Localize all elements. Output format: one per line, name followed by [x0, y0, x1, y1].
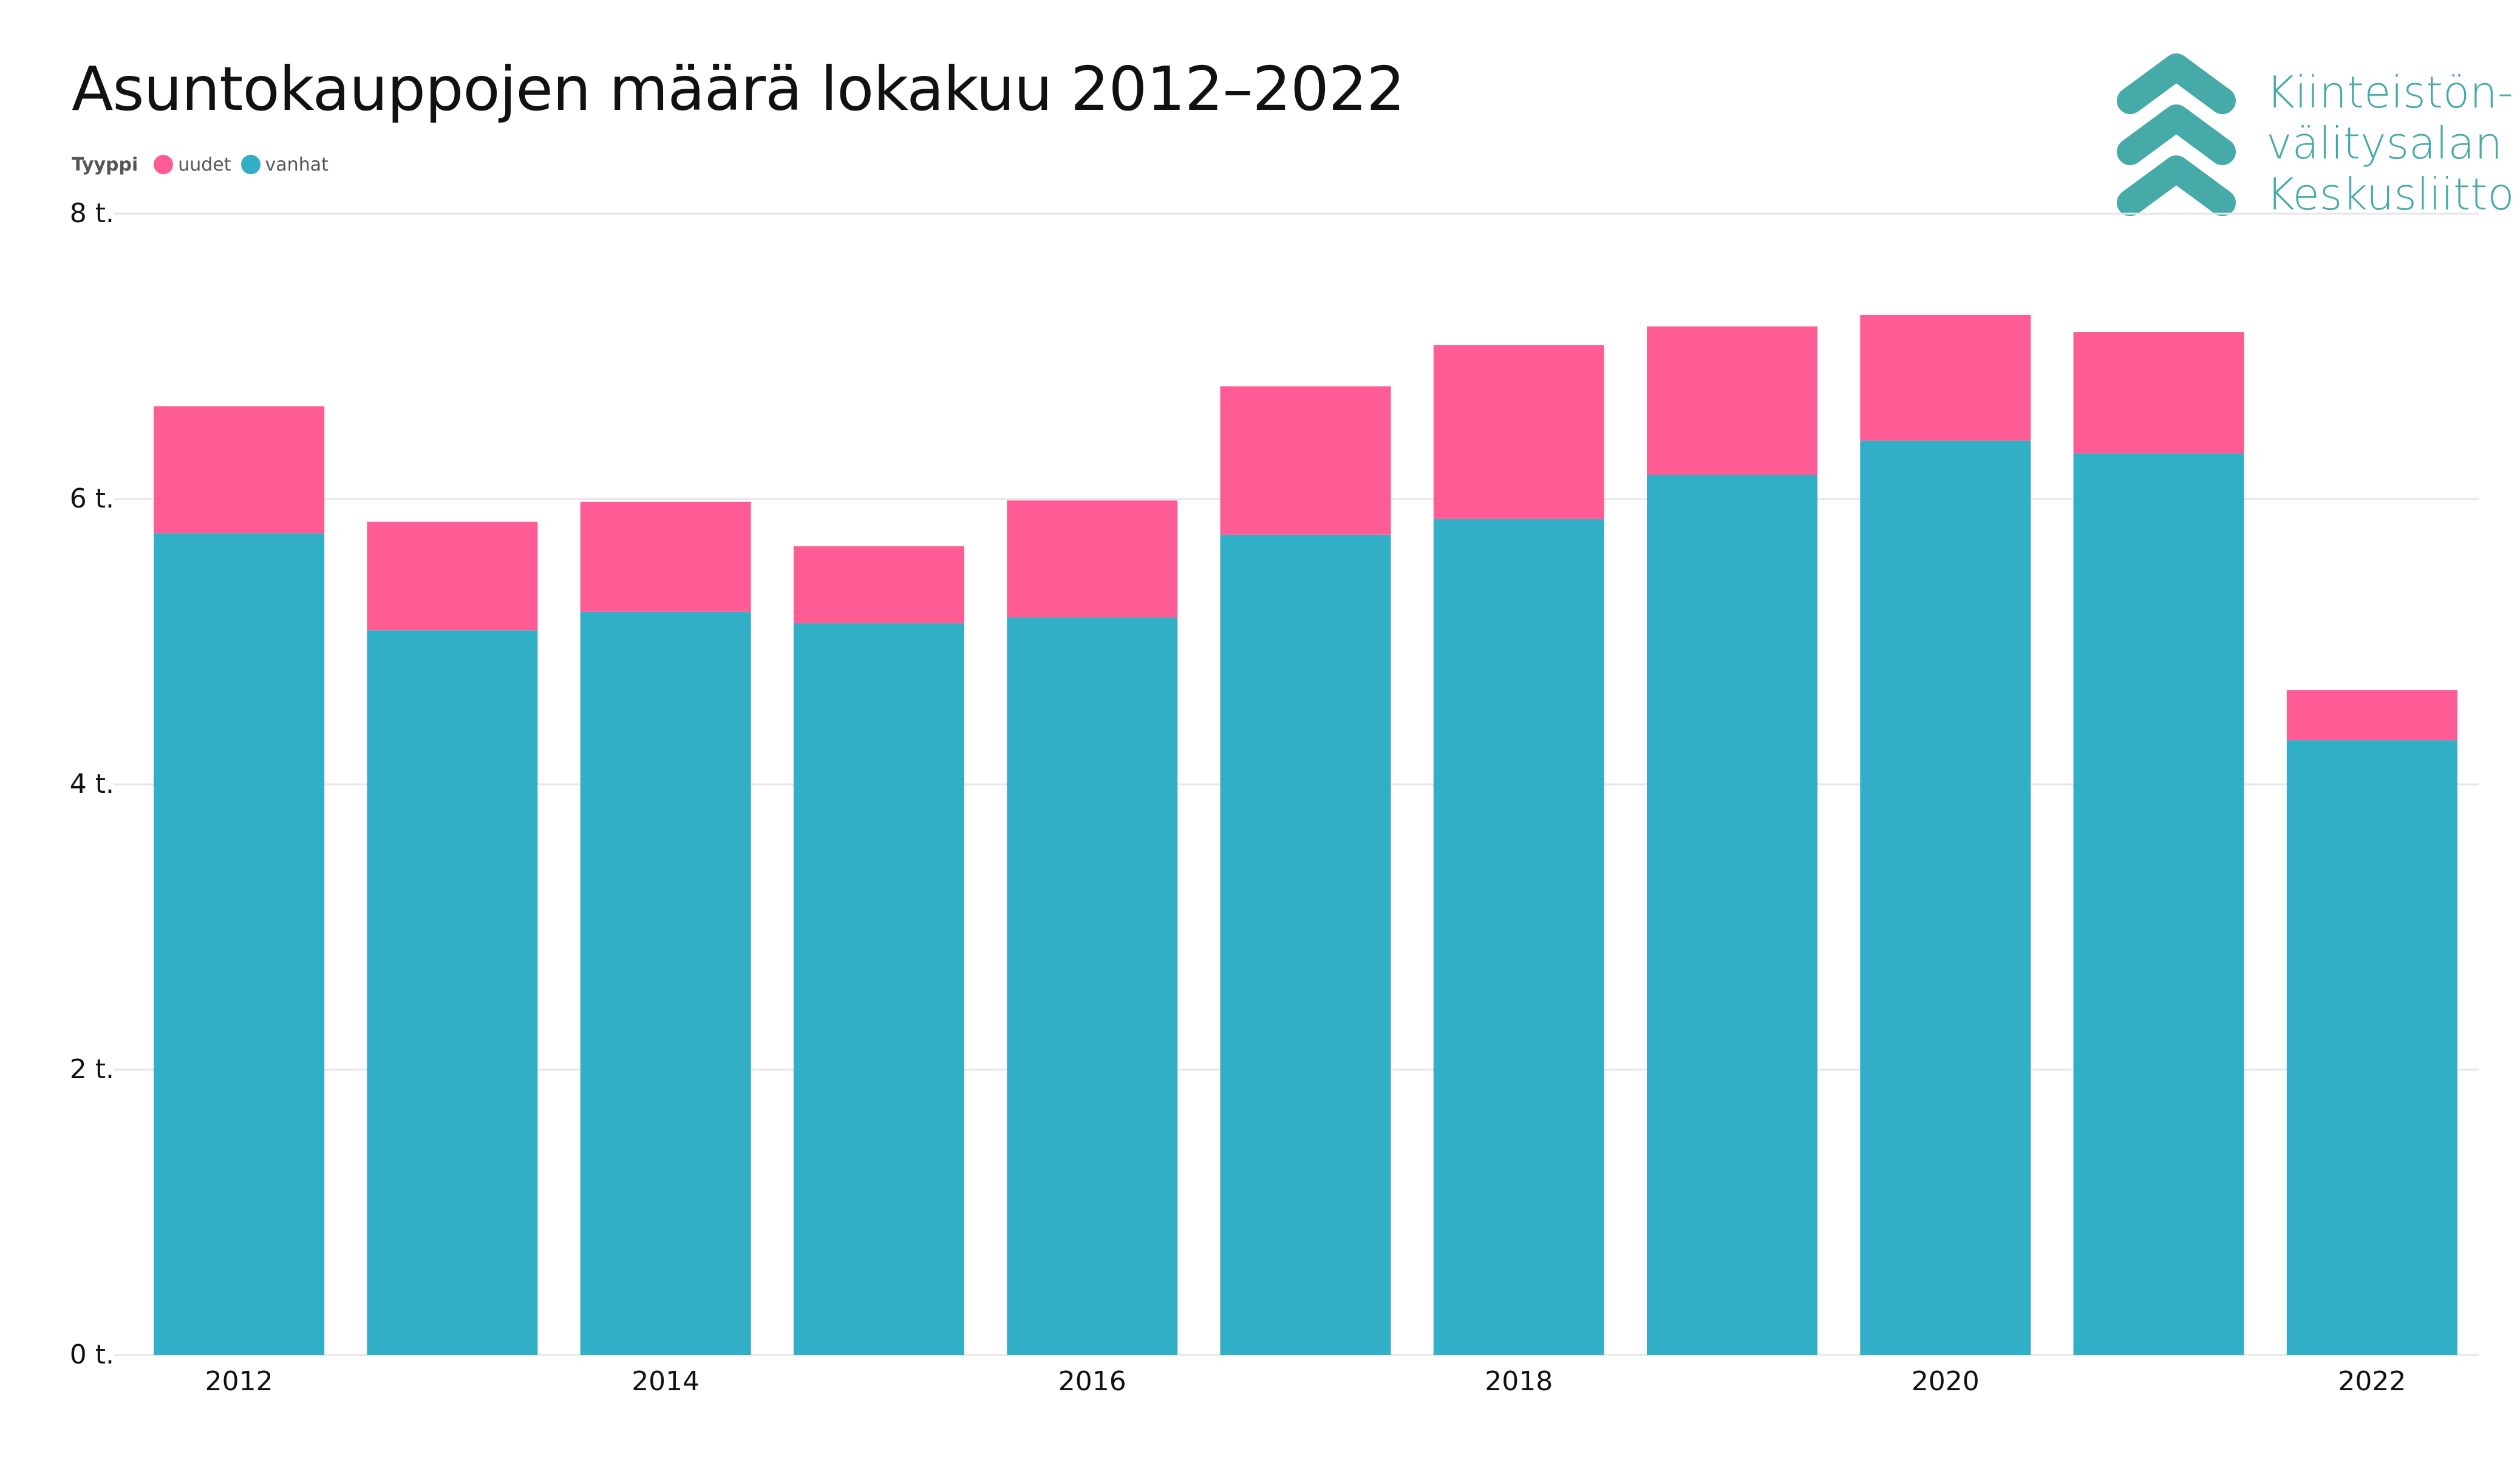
legend-label-vanhat: vanhat: [265, 154, 329, 175]
bar-uudet-2014: [580, 501, 751, 612]
bar-vanhat-2018: [1433, 518, 1604, 1355]
legend-item-uudet[interactable]: uudet: [154, 154, 231, 175]
x-tick-label: 2014: [632, 1366, 700, 1397]
x-tick-label: 2018: [1485, 1366, 1553, 1397]
bar-vanhat-2015: [793, 623, 964, 1355]
bar-vanhat-2021: [2073, 453, 2244, 1355]
logo-line-3: Keskusliitto: [2266, 169, 2515, 220]
bar-vanhat-2012: [154, 533, 325, 1355]
legend-item-vanhat[interactable]: vanhat: [240, 154, 329, 175]
triple-chevron-up-icon: [2117, 53, 2236, 216]
bar-uudet-2019: [1647, 326, 1818, 475]
bar-uudet-2015: [793, 546, 964, 623]
logo-line-2: välitysalan: [2266, 118, 2502, 169]
bar-vanhat-2022: [2286, 740, 2457, 1355]
y-tick-label: 8 t.: [70, 198, 114, 229]
bar-vanhat-2019: [1647, 475, 1818, 1355]
bar-vanhat-2016: [1007, 617, 1178, 1355]
x-tick-label: 2022: [2338, 1366, 2406, 1397]
bar-vanhat-2014: [580, 611, 751, 1355]
y-tick-label: 2 t.: [70, 1054, 114, 1085]
bar-uudet-2013: [367, 521, 538, 631]
y-tick-label: 4 t.: [70, 769, 114, 800]
bar-uudet-2020: [1860, 314, 2031, 441]
bar-uudet-2022: [2286, 690, 2457, 741]
logo-line-1: Kiinteistön-: [2266, 67, 2513, 118]
bar-uudet-2021: [2073, 332, 2244, 453]
bar-uudet-2012: [154, 406, 325, 534]
chart-title: Asuntokauppojen määrä lokakuu 2012–2022: [72, 53, 1405, 124]
legend-title: Tyyppi: [72, 154, 138, 175]
legend: Tyyppi uudet vanhat: [72, 151, 338, 178]
bar-uudet-2017: [1220, 386, 1391, 535]
logo-text: Kiinteistön- välitysalan Keskusliitto: [2266, 67, 2515, 220]
x-tick-label: 2016: [1058, 1366, 1126, 1397]
x-tick-label: 2020: [1912, 1366, 1980, 1397]
legend-dot-vanhat: [240, 155, 261, 174]
bar-uudet-2018: [1433, 345, 1604, 519]
bar-vanhat-2020: [1860, 440, 2031, 1355]
legend-label-uudet: uudet: [178, 154, 231, 175]
bar-vanhat-2017: [1220, 534, 1391, 1355]
bar-vanhat-2013: [367, 630, 538, 1355]
y-tick-label: 0 t.: [70, 1339, 114, 1370]
y-tick-label: 6 t.: [70, 483, 114, 514]
legend-dot-uudet: [154, 155, 174, 174]
x-tick-label: 2012: [205, 1366, 273, 1397]
bar-uudet-2016: [1007, 500, 1178, 618]
